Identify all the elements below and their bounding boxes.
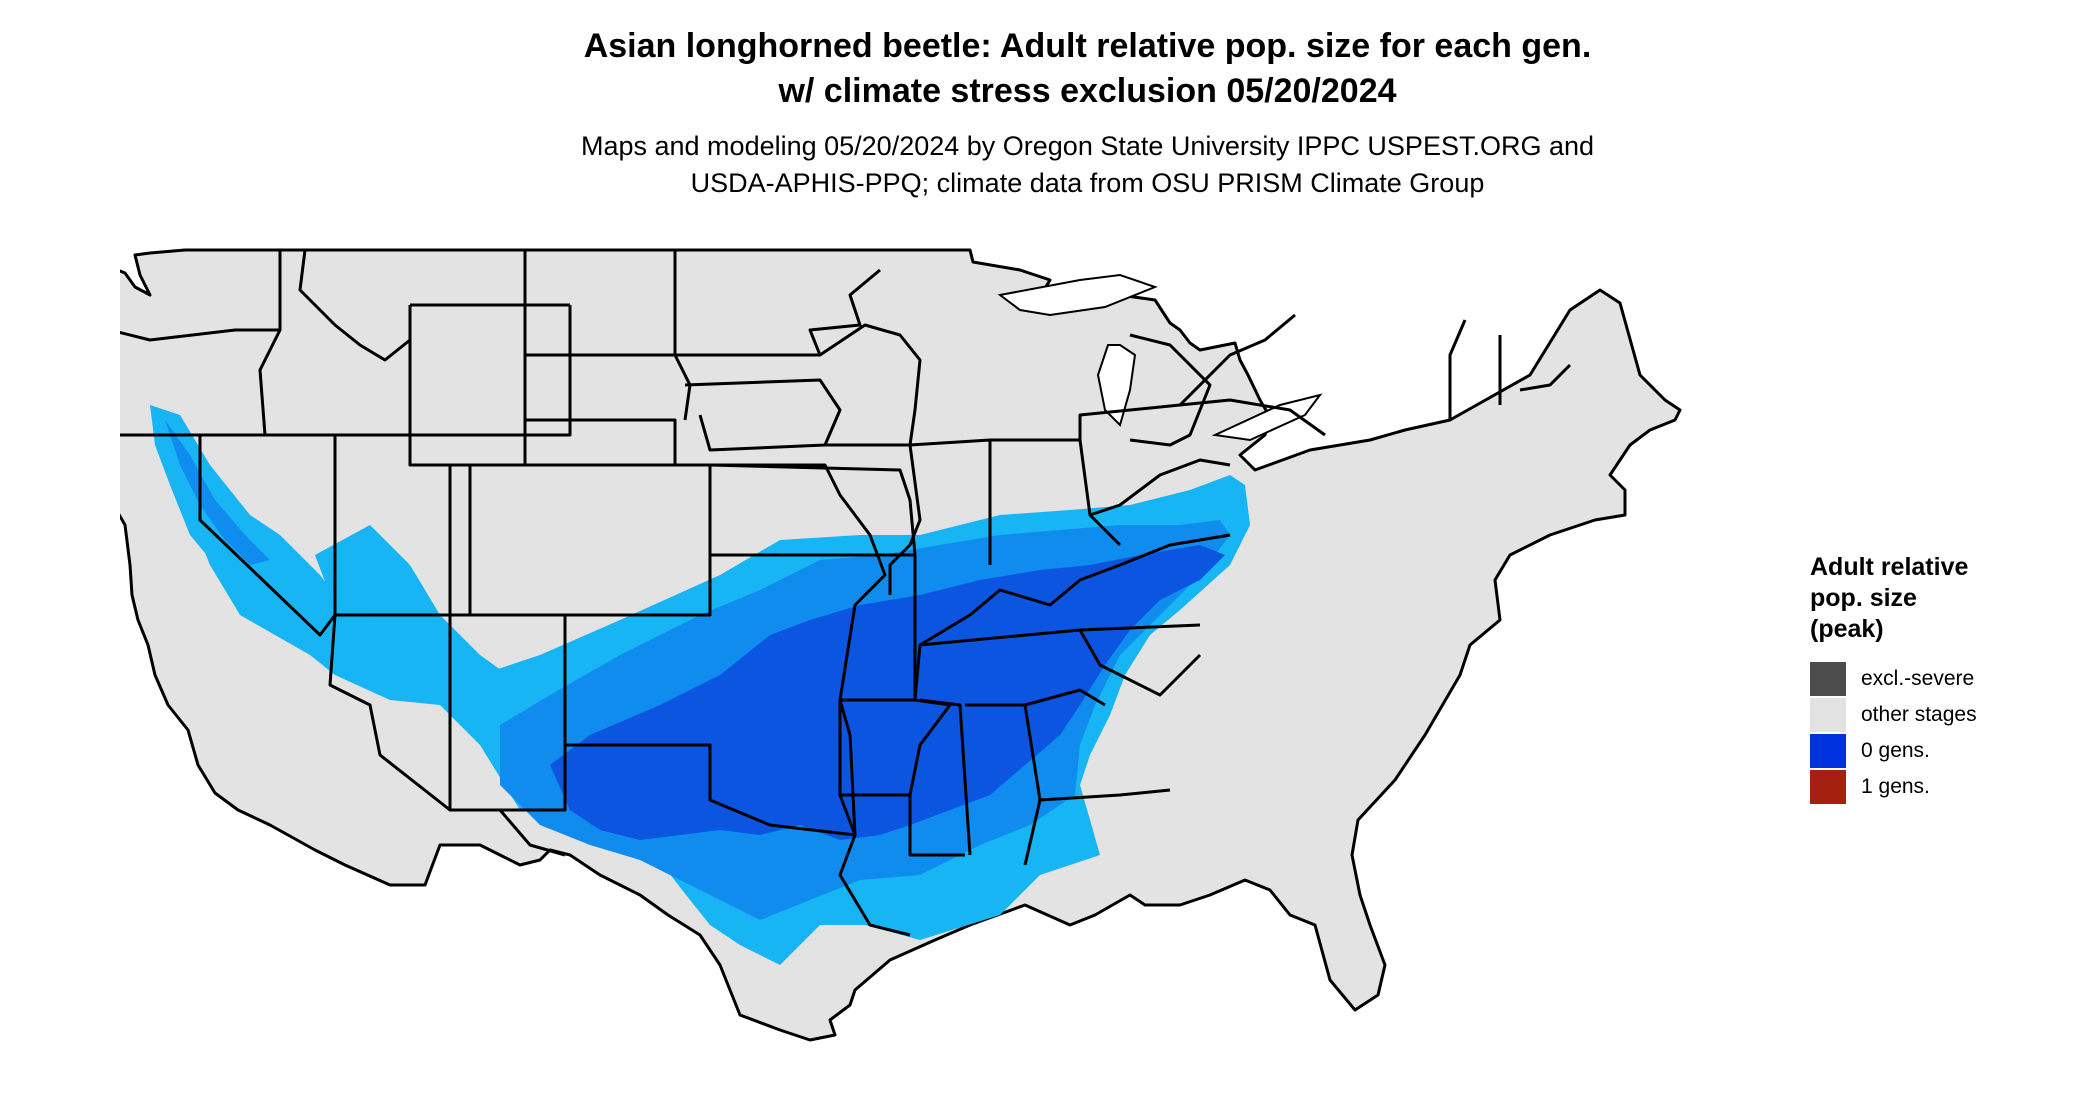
subtitle-line-2: USDA-APHIS-PPQ; climate data from OSU PR… xyxy=(690,168,1485,198)
legend-swatch-0-gens xyxy=(1810,734,1846,768)
zone-arizona-light-blue xyxy=(315,525,515,700)
map-subtitle: Maps and modeling 05/20/2024 by Oregon S… xyxy=(0,128,2100,202)
lake-superior xyxy=(997,273,1158,317)
legend-item-excl-severe: excl.-severe xyxy=(1810,661,2090,697)
legend-title: Adult relative pop. size (peak) xyxy=(1810,552,2090,645)
map-legend: Adult relative pop. size (peak) excl.-se… xyxy=(1810,552,2090,805)
legend-label-1-gens: 1 gens. xyxy=(1861,775,1930,798)
zone-dark-blue xyxy=(550,545,1225,840)
zone-west-mid-blue xyxy=(165,420,270,565)
legend-title-line-3: (peak) xyxy=(1810,615,1884,643)
legend-item-1-gens: 1 gens. xyxy=(1810,769,2090,805)
state-boundaries xyxy=(109,249,1572,937)
us-map-svg xyxy=(96,248,1682,1042)
map-title: Asian longhorned beetle: Adult relative … xyxy=(0,24,2100,114)
legend-title-line-1: Adult relative xyxy=(1810,553,1969,581)
legend-swatch-other-stages xyxy=(1810,698,1846,732)
legend-label-other-stages: other stages xyxy=(1861,703,1977,726)
title-line-1: Asian longhorned beetle: Adult relative … xyxy=(583,27,1592,65)
subtitle-line-1: Maps and modeling 05/20/2024 by Oregon S… xyxy=(580,131,1595,161)
legend-item-other-stages: other stages xyxy=(1810,697,2090,733)
legend-label-0-gens: 0 gens. xyxy=(1861,739,1930,762)
legend-item-0-gens: 0 gens. xyxy=(1810,733,2090,769)
legend-title-line-2: pop. size xyxy=(1810,584,1917,612)
lake-michigan xyxy=(1096,344,1137,427)
lake-erie xyxy=(1211,393,1323,442)
title-line-2: w/ climate stress exclusion 05/20/2024 xyxy=(778,72,1397,110)
population-zones xyxy=(150,405,1250,965)
legend-swatch-excl-severe xyxy=(1810,662,1846,696)
legend-swatch-1-gens xyxy=(1810,770,1846,804)
legend-label-excl-severe: excl.-severe xyxy=(1861,667,1975,690)
legend-items: excl.-severe other stages 0 gens. 1 gens… xyxy=(1810,661,2090,805)
us-map xyxy=(96,235,1780,1115)
